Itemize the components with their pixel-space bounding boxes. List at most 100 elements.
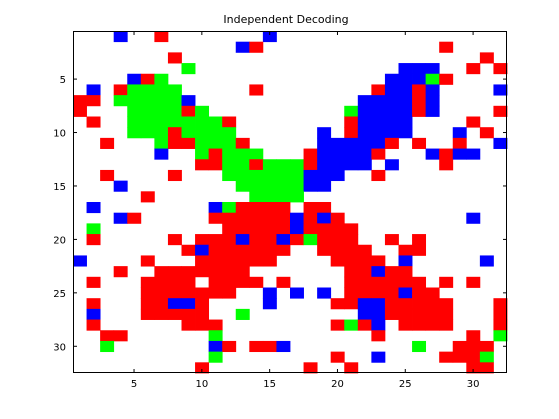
y-tick-label: 5 [60,75,66,86]
heatmap-cell [167,308,182,320]
heatmap-cell [371,298,386,310]
heatmap-cell [154,148,169,160]
heatmap-cell [371,105,386,117]
heatmap-cell [317,212,332,224]
heatmap-cell [73,105,87,117]
y-tick-label: 10 [53,129,66,140]
heatmap-cell [357,298,372,310]
heatmap-cell [222,255,237,267]
heatmap-cell [398,73,413,85]
heatmap-cell [249,159,264,171]
heatmap-cell [262,234,277,246]
heatmap-cell [425,84,440,96]
heatmap-cell [167,127,182,139]
heatmap-cell [195,244,210,256]
heatmap-cell [222,266,237,278]
heatmap-cell [262,191,277,203]
heatmap-cell [303,169,318,182]
heatmap-cell [154,31,169,43]
heatmap-cell [195,148,210,160]
heatmap-cell [398,127,413,139]
heatmap-cell [140,298,155,310]
heatmap-cell [398,63,413,75]
heatmap-cell [140,308,155,320]
heatmap-cell [384,266,399,278]
heatmap-cell [384,234,399,246]
heatmap-cell [100,137,115,149]
heatmap-cell [398,84,413,96]
heatmap-cell [222,287,237,299]
heatmap-cell [167,234,182,246]
heatmap-cell [452,148,467,160]
heatmap-cell [412,244,427,256]
heatmap-cell [412,340,427,353]
heatmap-cell [86,234,101,246]
heatmap-cell [425,95,440,107]
heatmap-cell [140,287,155,299]
heatmap-cell [235,212,250,224]
heatmap-cell [181,127,196,139]
heatmap-cell [113,330,128,342]
heatmap-cell [412,73,427,85]
heatmap-cell [317,287,332,299]
heatmap-cell [493,137,508,149]
heatmap-cell [317,180,332,192]
heatmap-cell [195,308,210,320]
heatmap-cell [181,308,196,320]
heatmap-cell [222,169,237,182]
heatmap-cell [181,63,196,75]
heatmap-cell [466,351,481,363]
heatmap-cell [412,319,427,331]
heatmap-cell [466,330,481,342]
heatmap-cell [167,95,182,107]
heatmap-cell [127,73,142,85]
heatmap-cell [425,105,440,117]
heatmap-cell [398,308,413,320]
heatmap-cell [195,298,210,310]
heatmap-cell [384,116,399,128]
plot-frame [73,31,507,373]
heatmap-cell [262,31,277,43]
heatmap-cell [113,84,128,96]
heatmap-cell [262,212,277,224]
heatmap-cell [398,319,413,331]
heatmap-cell [222,137,237,149]
heatmap-cell [154,276,169,288]
heatmap-cell [127,127,142,139]
heatmap-cell [195,255,210,267]
heatmap-cell [208,287,223,299]
heatmap-cell [154,105,169,117]
heatmap-cell [384,159,399,171]
heatmap-cell [195,362,210,374]
heatmap-cell [425,287,440,299]
heatmap-cell [195,137,210,149]
heatmap-cell [398,95,413,107]
heatmap-cell [344,105,359,117]
heatmap-cell [276,212,291,224]
heatmap-cell [384,127,399,139]
heatmap-cell [398,255,413,267]
heatmap-cell [344,266,359,278]
heatmap-cell [249,340,264,353]
heatmap-cell [113,212,128,224]
heatmap-cell [276,169,291,182]
heatmap-cell [303,234,318,246]
heatmap-cell [493,63,508,75]
heatmap-cell [412,84,427,96]
heatmap-cell [249,180,264,192]
heatmap-cell [154,127,169,139]
heatmap-cell [222,202,237,214]
heatmap-cell [181,276,196,288]
heatmap-cell [398,287,413,299]
heatmap-cell [73,95,87,107]
heatmap-cell [479,127,494,139]
heatmap-cell [317,159,332,171]
heatmap-cell [344,244,359,256]
heatmap-cell [154,95,169,107]
heatmap-cell [222,244,237,256]
heatmap-cell [249,191,264,203]
heatmap-cell [235,148,250,160]
heatmap-cell [425,148,440,160]
heatmap-cell [140,191,155,203]
heatmap-cell [439,319,454,331]
